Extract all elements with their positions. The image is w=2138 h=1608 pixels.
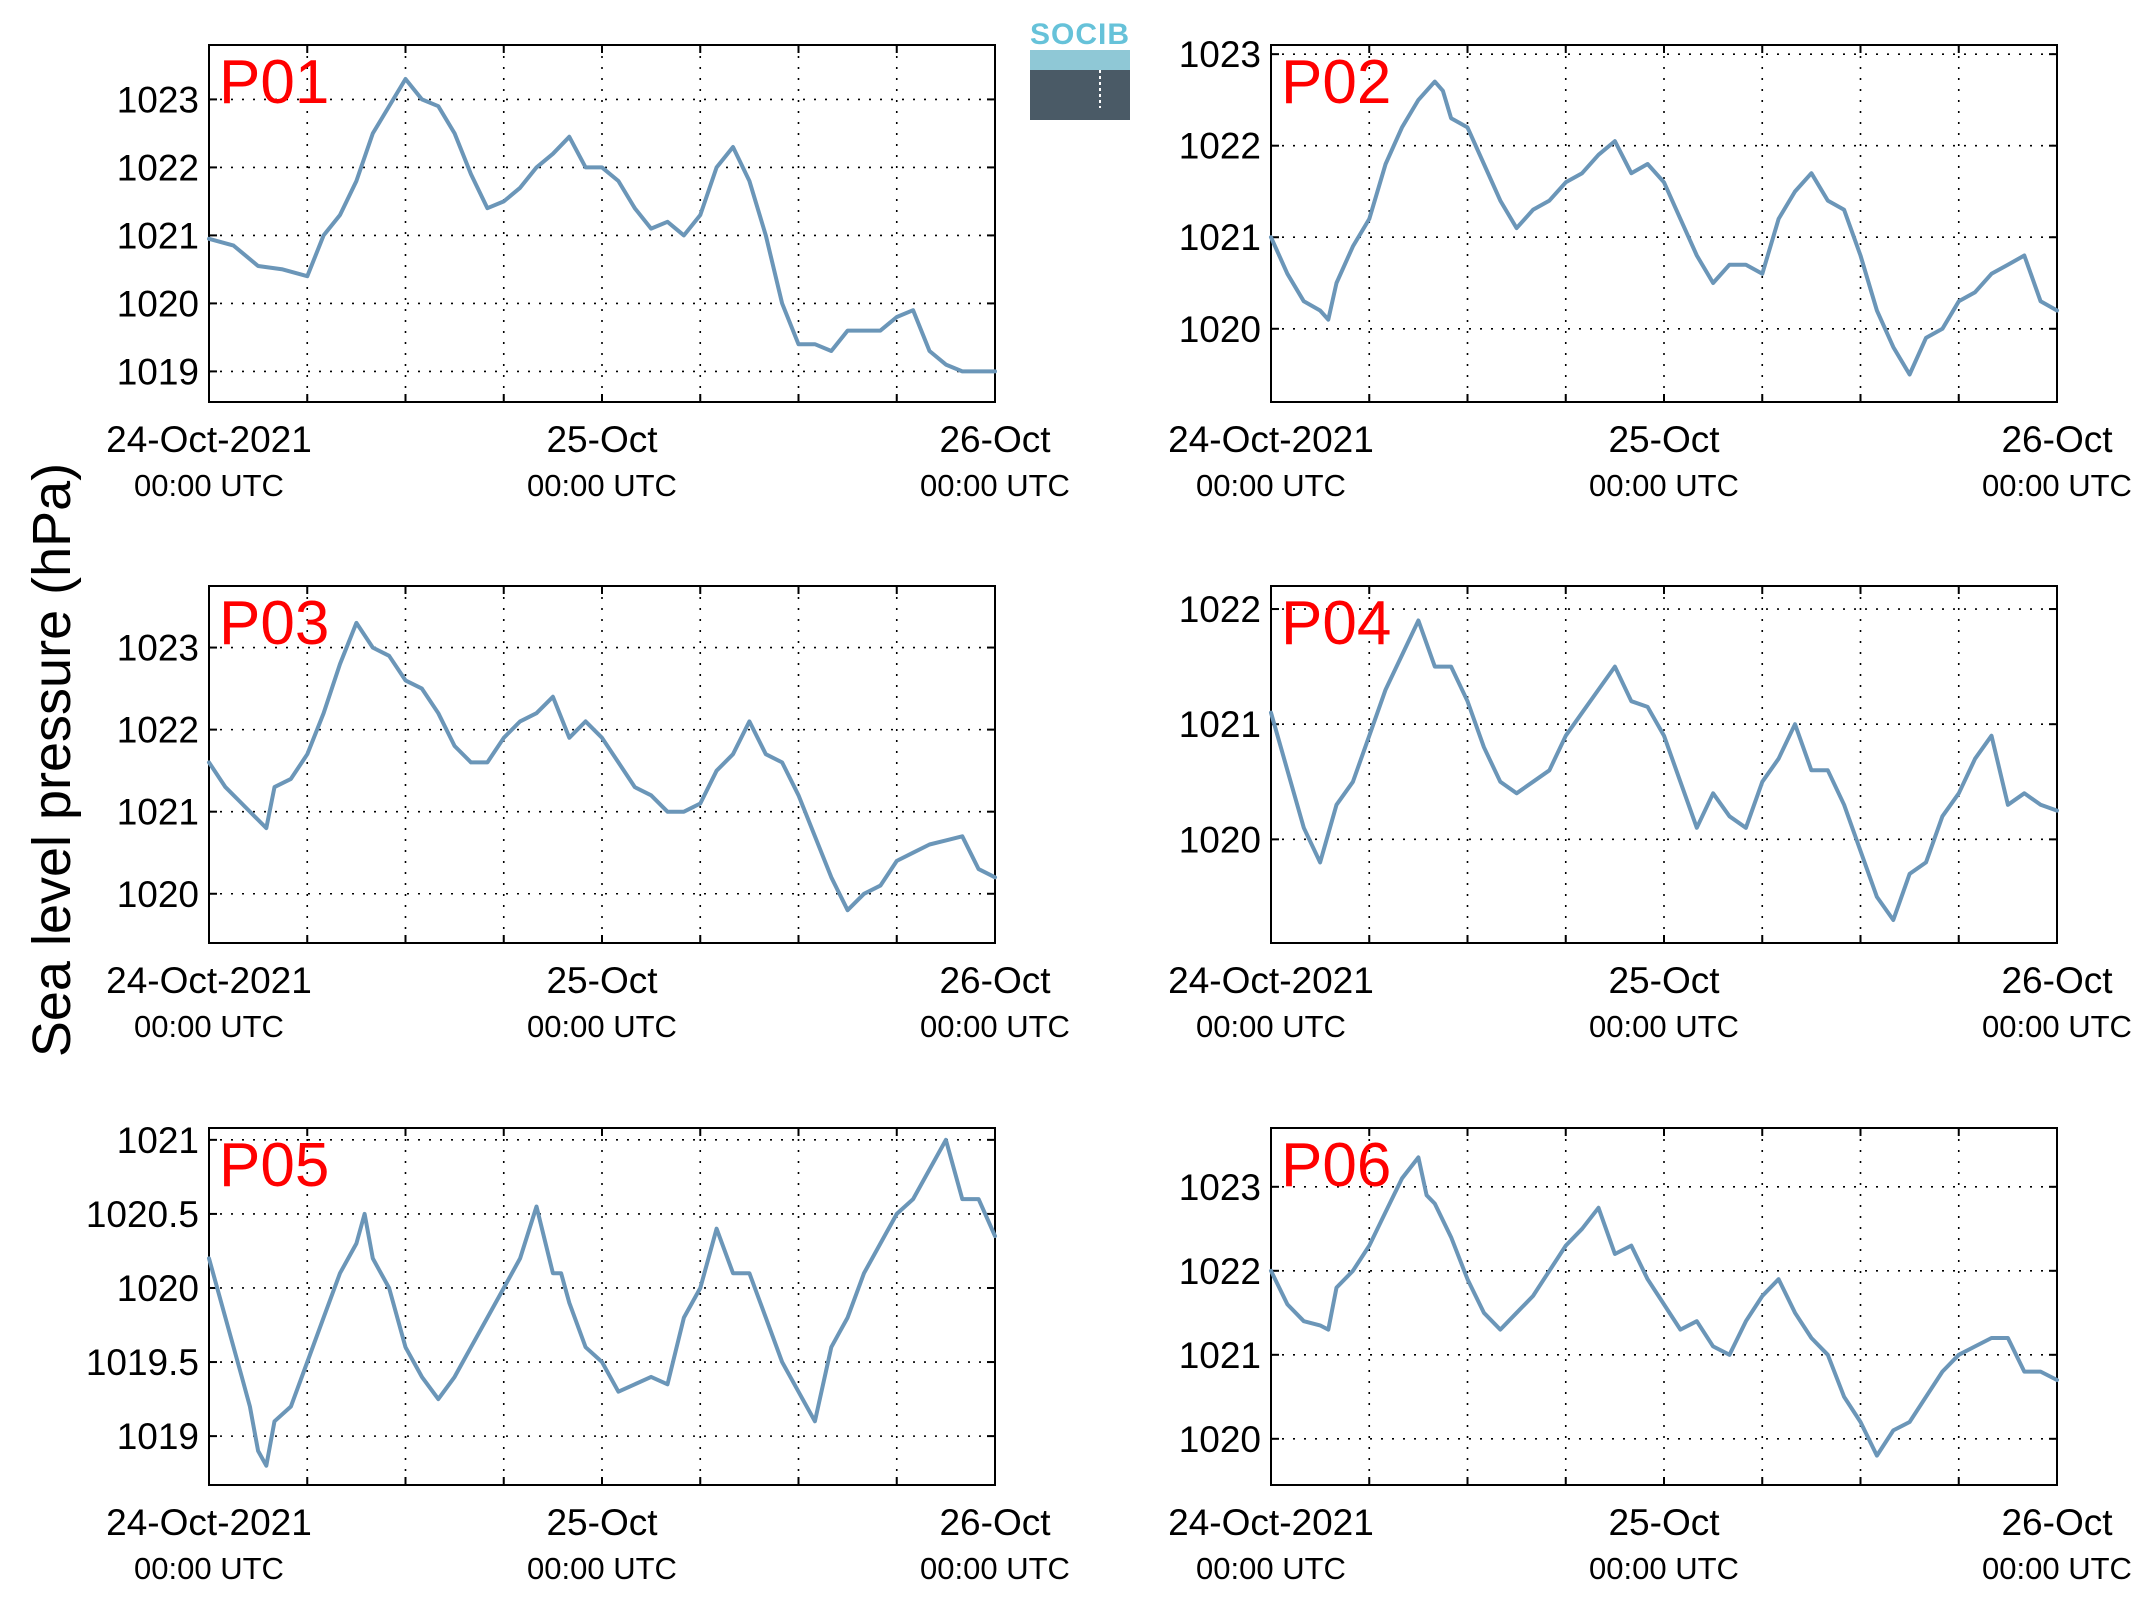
y-tick-label: 1019 bbox=[117, 1416, 199, 1457]
x-tick-label: 25-Oct bbox=[1608, 1502, 1720, 1543]
y-tick-label: 1021 bbox=[1179, 1335, 1261, 1376]
panel-title: P03 bbox=[219, 589, 329, 658]
x-tick-label: 24-Oct-2021 bbox=[1168, 1502, 1374, 1543]
y-tick-label: 1023 bbox=[117, 628, 199, 669]
x-tick-label: 25-Oct bbox=[546, 419, 658, 460]
panel-p02: 1020 1021 1022 1023 24-Oct-2021 00:00 UTC 25-O… bbox=[1168, 34, 2132, 503]
y-tick-label: 1023 bbox=[1179, 34, 1261, 75]
panel-title: P02 bbox=[1281, 48, 1391, 117]
x-tick-label: 26-Oct bbox=[939, 419, 1051, 460]
panel-p03: 1020 1021 1022 1023 24-Oct-2021 00:00 UTC 25-O… bbox=[106, 585, 1070, 1044]
panel-title: P01 bbox=[219, 48, 329, 117]
y-tick-label: 1020 bbox=[1179, 309, 1261, 350]
x-tick-sublabel: 00:00 UTC bbox=[1589, 1009, 1739, 1044]
y-tick-label: 1020 bbox=[1179, 819, 1261, 860]
y-tick-label: 1022 bbox=[117, 710, 199, 751]
series-line bbox=[207, 620, 997, 913]
y-tick-label: 1020 bbox=[117, 874, 199, 915]
series-line bbox=[1269, 79, 2059, 377]
x-tick-label: 24-Oct-2021 bbox=[106, 419, 312, 460]
panels: 1019 1020 1021 1022 1023 24-Oct-2021 00:00 UTC… bbox=[86, 34, 2132, 1586]
y-tick-label: 1019 bbox=[117, 351, 199, 392]
y-axis-label: Sea level pressure (hPa) bbox=[22, 463, 82, 1057]
y-tick-label: 1022 bbox=[1179, 126, 1261, 167]
y-tick-label: 1023 bbox=[117, 79, 199, 120]
x-tick-sublabel: 00:00 UTC bbox=[1589, 1551, 1739, 1586]
x-tick-sublabel: 00:00 UTC bbox=[527, 1551, 677, 1586]
y-tick-label: 1022 bbox=[1179, 1251, 1261, 1292]
x-tick-sublabel: 00:00 UTC bbox=[1196, 1009, 1346, 1044]
series-line bbox=[1269, 618, 2059, 922]
x-tick-sublabel: 00:00 UTC bbox=[1589, 468, 1739, 503]
panel-title: P04 bbox=[1281, 589, 1391, 658]
x-tick-label: 25-Oct bbox=[546, 960, 658, 1001]
x-tick-sublabel: 00:00 UTC bbox=[527, 468, 677, 503]
x-tick-label: 25-Oct bbox=[1608, 419, 1720, 460]
x-tick-sublabel: 00:00 UTC bbox=[1196, 1551, 1346, 1586]
y-tick-label: 1020 bbox=[117, 1268, 199, 1309]
x-tick-label: 24-Oct-2021 bbox=[1168, 960, 1374, 1001]
y-tick-label: 1022 bbox=[1179, 589, 1261, 630]
y-tick-label: 1022 bbox=[117, 147, 199, 188]
x-tick-sublabel: 00:00 UTC bbox=[1982, 1009, 2132, 1044]
panel-p05: 1019 1019.5 1020 1020.5 1021 24-Oct-2021 00:00… bbox=[86, 1120, 1070, 1586]
panel-p04: 1020 1021 1022 24-Oct-2021 00:00 UTC 25-Oct 00… bbox=[1168, 585, 2132, 1044]
x-tick-label: 26-Oct bbox=[2001, 960, 2113, 1001]
x-tick-label: 24-Oct-2021 bbox=[106, 1502, 312, 1543]
x-tick-sublabel: 00:00 UTC bbox=[920, 1551, 1070, 1586]
x-tick-label: 26-Oct bbox=[2001, 419, 2113, 460]
logo-wave bbox=[1030, 50, 1130, 70]
panel-title: P06 bbox=[1281, 1131, 1391, 1200]
x-tick-sublabel: 00:00 UTC bbox=[134, 468, 284, 503]
y-tick-label: 1020 bbox=[117, 283, 199, 324]
logo-text: SOCIB bbox=[1030, 18, 1130, 51]
y-tick-label: 1021 bbox=[1179, 704, 1261, 745]
x-tick-sublabel: 00:00 UTC bbox=[1982, 1551, 2132, 1586]
x-tick-label: 26-Oct bbox=[939, 960, 1051, 1001]
x-tick-sublabel: 00:00 UTC bbox=[527, 1009, 677, 1044]
x-tick-sublabel: 00:00 UTC bbox=[920, 1009, 1070, 1044]
y-tick-label: 1020 bbox=[1179, 1419, 1261, 1460]
x-tick-sublabel: 00:00 UTC bbox=[920, 468, 1070, 503]
x-tick-sublabel: 00:00 UTC bbox=[134, 1009, 284, 1044]
y-tick-label: 1021 bbox=[1179, 217, 1261, 258]
y-tick-label: 1021 bbox=[117, 215, 199, 256]
x-tick-label: 26-Oct bbox=[2001, 1502, 2113, 1543]
y-tick-label: 1021 bbox=[117, 1120, 199, 1161]
series-line bbox=[1269, 1155, 2059, 1458]
x-tick-label: 25-Oct bbox=[546, 1502, 658, 1543]
series-line bbox=[207, 1137, 997, 1468]
y-tick-label: 1019.5 bbox=[86, 1342, 199, 1383]
y-tick-label: 1021 bbox=[117, 792, 199, 833]
panel-p01: 1019 1020 1021 1022 1023 24-Oct-2021 00:00 UTC… bbox=[106, 44, 1070, 503]
x-tick-sublabel: 00:00 UTC bbox=[134, 1551, 284, 1586]
series-line bbox=[207, 77, 997, 374]
x-tick-label: 24-Oct-2021 bbox=[1168, 419, 1374, 460]
socib-logo: SOCIB bbox=[1030, 18, 1130, 120]
x-tick-sublabel: 00:00 UTC bbox=[1982, 468, 2132, 503]
panel-p06: 1020 1021 1022 1023 24-Oct-2021 00:00 UTC 25-O… bbox=[1168, 1127, 2132, 1586]
x-tick-label: 26-Oct bbox=[939, 1502, 1051, 1543]
x-tick-label: 25-Oct bbox=[1608, 960, 1720, 1001]
y-tick-label: 1020.5 bbox=[86, 1194, 199, 1235]
y-tick-label: 1023 bbox=[1179, 1167, 1261, 1208]
panel-title: P05 bbox=[219, 1131, 329, 1200]
x-tick-label: 24-Oct-2021 bbox=[106, 960, 312, 1001]
x-tick-sublabel: 00:00 UTC bbox=[1196, 468, 1346, 503]
